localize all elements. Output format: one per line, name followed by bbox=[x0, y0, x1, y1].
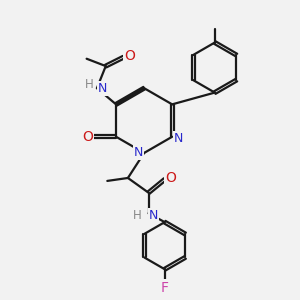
Text: N: N bbox=[134, 146, 143, 159]
Text: N: N bbox=[174, 132, 183, 145]
Text: F: F bbox=[161, 280, 169, 295]
Text: O: O bbox=[124, 49, 135, 63]
Text: O: O bbox=[165, 171, 176, 185]
Text: H: H bbox=[85, 78, 93, 91]
Text: O: O bbox=[82, 130, 93, 144]
Text: H: H bbox=[132, 209, 141, 222]
Text: N: N bbox=[98, 82, 107, 95]
Text: N: N bbox=[149, 208, 158, 222]
